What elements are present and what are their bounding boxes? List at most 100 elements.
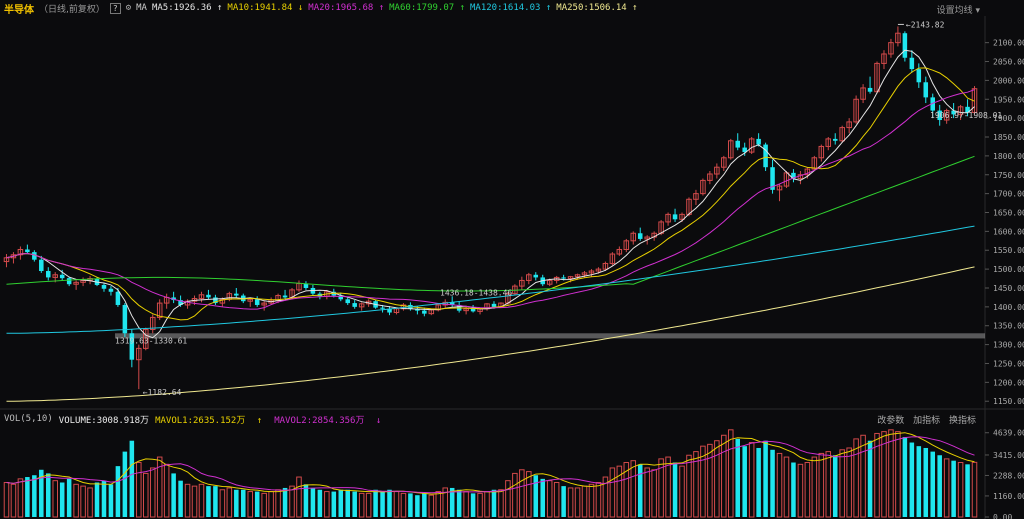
candle-body [449,302,455,305]
price-tick-label: 1350.00 [993,322,1024,331]
volume-bar [672,462,678,517]
candle-body [609,253,616,264]
volume-bar [400,492,407,518]
volume-bar [965,464,970,517]
candle-body [3,257,10,263]
volume-bar [651,469,657,518]
candle-body [380,307,385,309]
price-tick-label: 2000.00 [993,76,1024,85]
candle-body [59,274,65,279]
volume-bar [463,491,469,518]
mavol2-line [6,436,975,494]
highlight-band [115,333,985,339]
candle-body [930,97,935,111]
candle-body [665,213,671,223]
candle-body [178,300,183,305]
volume-bar [679,465,685,518]
edit-params-button[interactable]: 改参数 [877,416,905,426]
volume-bar [498,489,504,518]
candle-body [213,297,218,304]
volume-bar [846,447,852,518]
price-tick-label: 1400.00 [993,303,1024,312]
volume-bar [470,493,476,517]
volume-bar [163,463,170,518]
volume-tick-label: 2288.00 [993,471,1024,480]
mavol1-line [6,432,975,495]
candle-body [748,138,755,153]
candle-body [616,248,623,255]
volume-bar [122,451,128,517]
candle-body [415,308,420,311]
switch-indicator-button[interactable]: 换指标 [948,416,976,426]
volume-bar [588,483,595,518]
candle-body [700,179,706,195]
candle-body [644,236,650,240]
volume-bar [415,495,420,517]
candle-body [143,329,149,349]
ma-indicator-0: MA5:1926.36 ↑ [151,3,223,13]
volume-bar [700,445,706,518]
volume-bar [219,489,226,518]
volume-bar [874,432,880,518]
volume-bar [693,451,699,518]
volume-bar [324,491,330,518]
volume-bar [156,456,163,518]
low-annotation: ←1182.64 [143,388,182,397]
candle-body [818,145,825,159]
candle-body [742,147,747,153]
volume-bar [345,489,350,517]
price-tick-label: 1200.00 [993,378,1024,387]
candle-body [763,144,768,168]
volume-bar [902,437,908,517]
candle-body [422,310,427,314]
volume-bar [776,452,783,518]
volume-bar [234,489,239,517]
price-tick-label: 1600.00 [993,227,1024,236]
volume-bar [951,460,956,517]
volume-bar [198,483,205,518]
mavol2-value: MAVOL2:2854.356万 ↓ [274,415,382,426]
candle-body [52,274,58,278]
candle-body [25,249,30,253]
volume-bar [748,442,755,518]
candle-body [602,262,609,270]
volume-bar [519,469,525,518]
volume-bar [59,482,65,517]
candle-body [352,303,357,307]
volume-bar [553,481,560,518]
volume-bar [275,489,281,518]
volume-bar [505,480,511,518]
volume-bar [171,473,176,517]
volume-bar [25,477,30,517]
candle-body [588,270,595,274]
ma-settings-button[interactable]: 设置均线 ▾ [936,6,980,16]
candle-body [546,279,553,285]
volume-bar [149,467,156,518]
ma-indicator-list: MA5:1926.36 ↑ MA10:1941.84 ↓ MA20:1965.68 … [152,3,643,13]
volume-bar [358,492,365,518]
volume-bar [143,472,149,518]
volume-bar [87,487,93,518]
candle-body [937,110,942,121]
candle-body [951,110,956,115]
add-indicator-button[interactable]: 加指标 [913,416,941,426]
stock-title[interactable]: 半导体 [4,4,34,16]
help-icon[interactable]: ? [109,2,121,14]
gear-icon[interactable]: ⚙ [125,3,132,13]
volume-bar [108,484,114,517]
volume-bar [310,487,316,517]
volume-buttons: 改参数 加指标 换指标 [871,413,976,426]
candle-body [909,57,915,70]
volume-bar [136,462,142,518]
candle-body [254,299,260,305]
volume-bar [129,440,135,517]
price-tick-label: 1900.00 [993,114,1024,123]
volume-bar [491,489,497,517]
volume-bar [10,483,17,518]
candle-body [101,284,107,289]
volume-bar [616,465,623,518]
volume-bar [561,486,566,517]
volume-label[interactable]: VOL(5,10) [4,414,53,424]
range-annotation-2: 1436.18-1438.46 [440,288,512,297]
